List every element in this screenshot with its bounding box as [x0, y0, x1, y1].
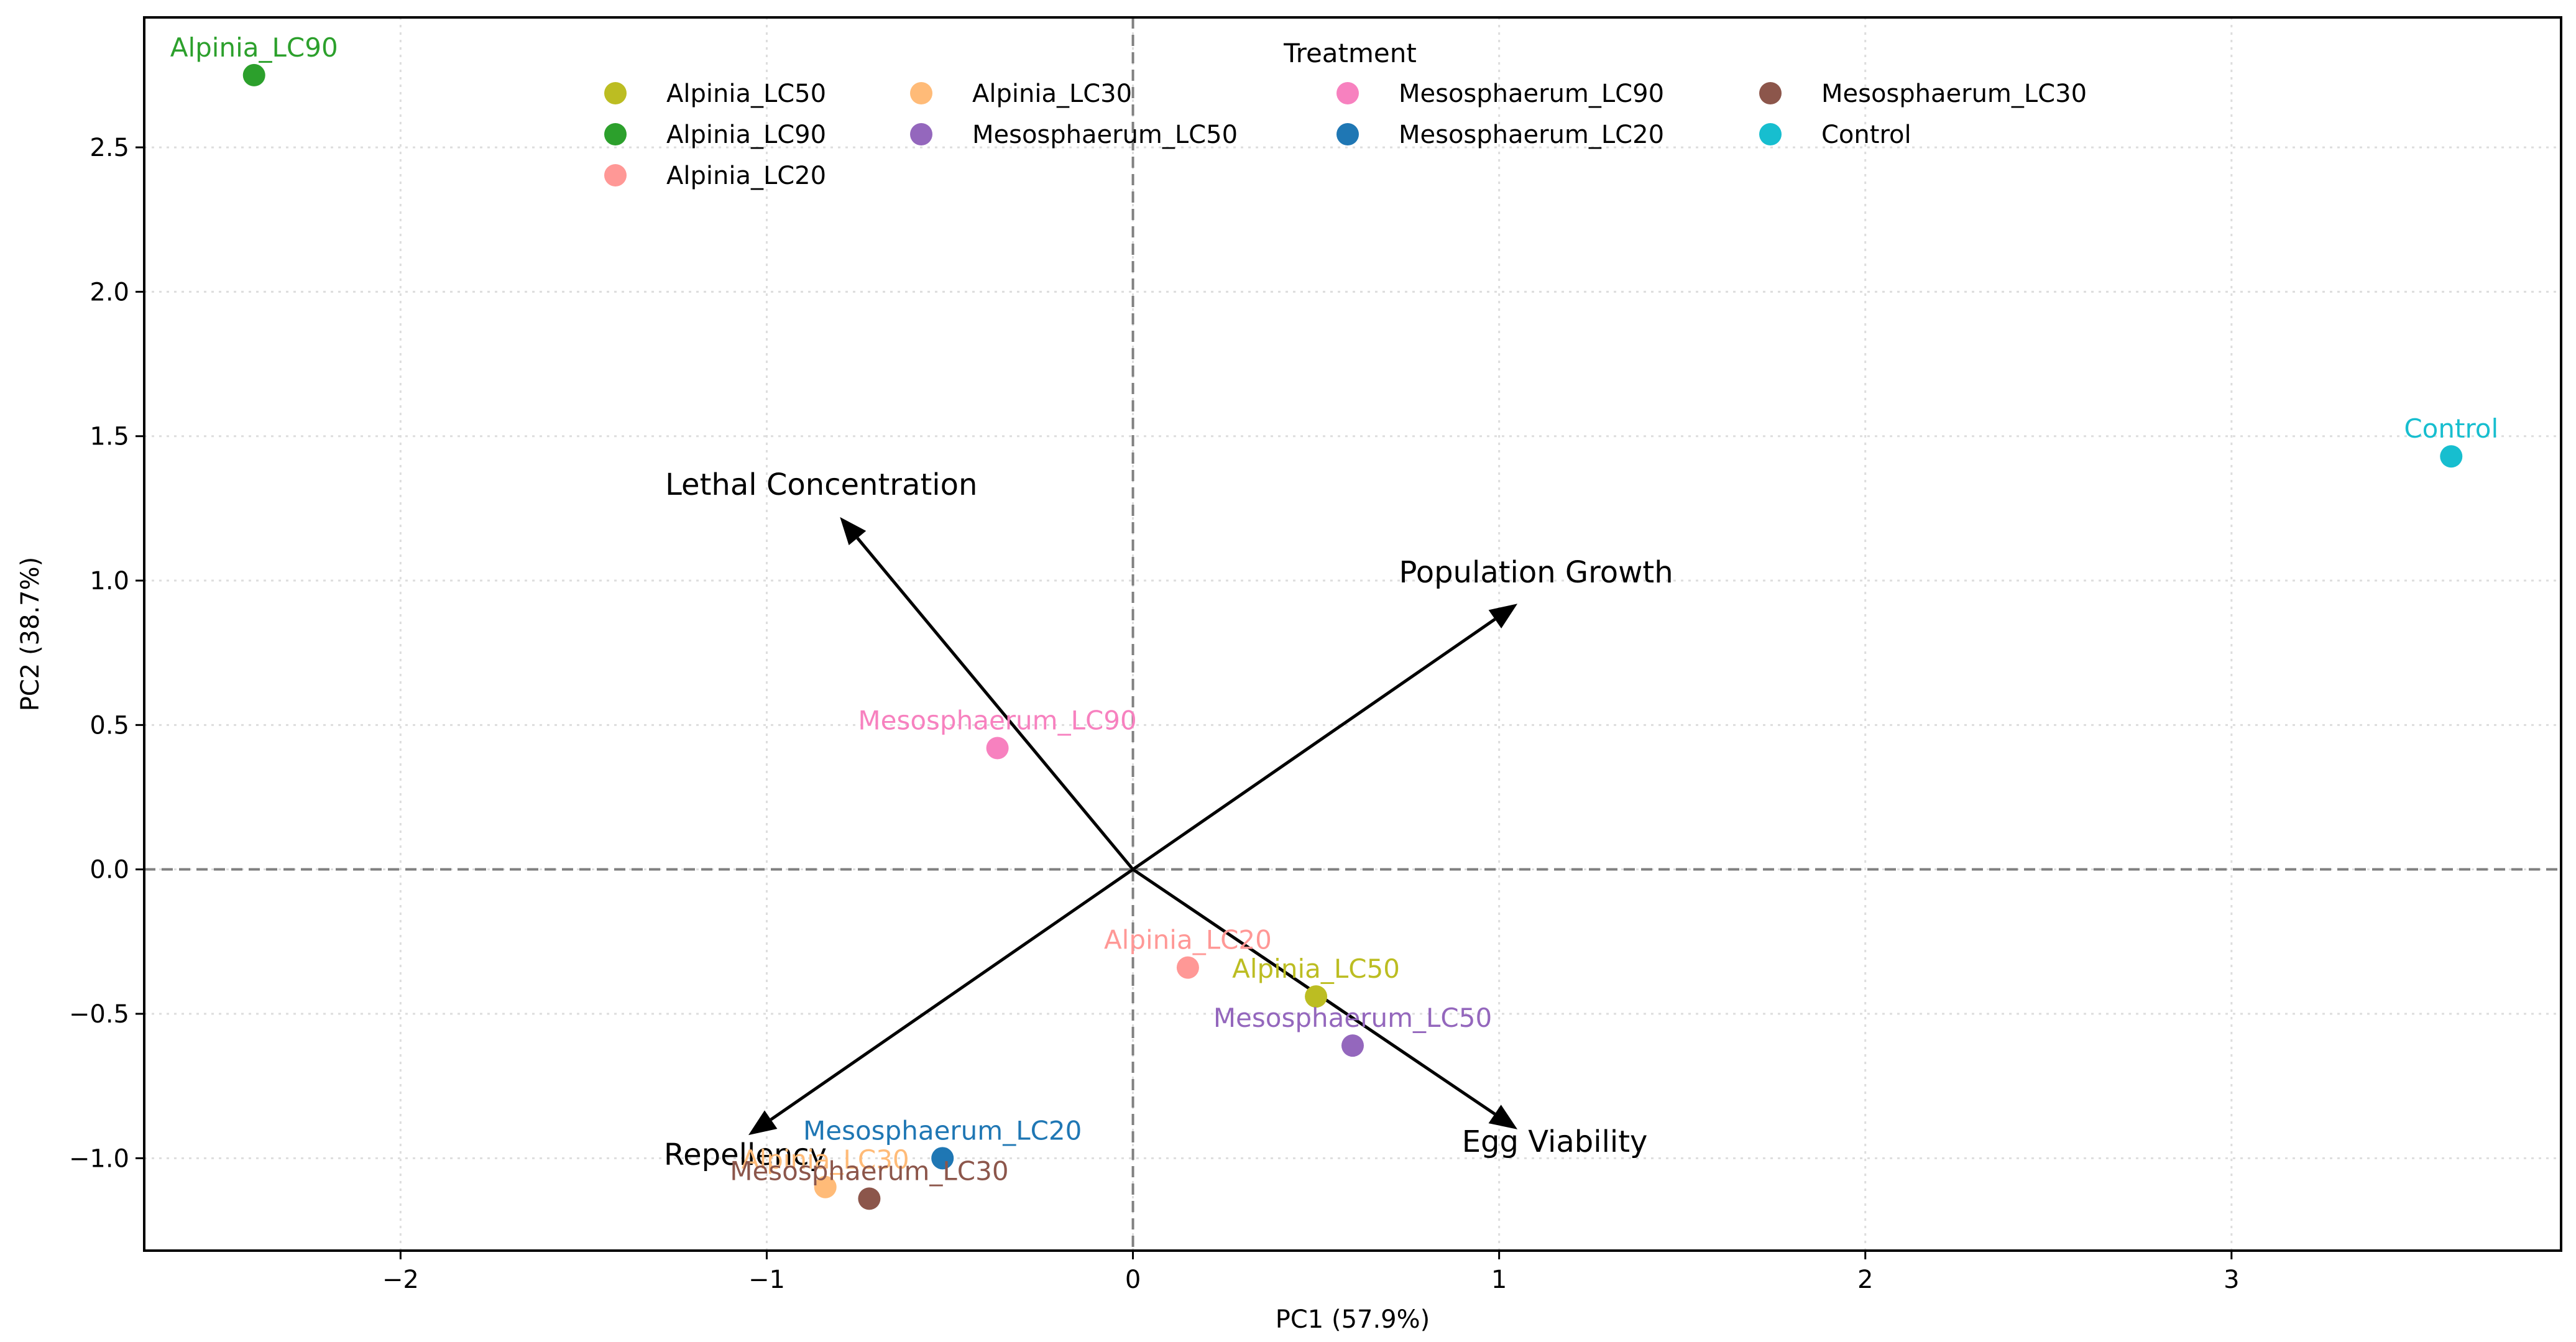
data-point [1176, 956, 1199, 979]
y-tick-label: 2.5 [90, 134, 129, 162]
loading-arrowhead [748, 1110, 778, 1136]
loading-label: Repellency [664, 1137, 827, 1172]
loading-label: Population Growth [1399, 555, 1673, 590]
loading-arrowhead [1488, 604, 1518, 629]
y-tick-label: −0.5 [69, 1000, 129, 1029]
legend-marker [604, 82, 627, 104]
data-point [931, 1147, 954, 1170]
loading-arrowhead [840, 517, 867, 546]
y-tick-label: 0.5 [90, 711, 129, 740]
legend-entry: Mesosphaerum_LC50 [972, 121, 1238, 149]
data-point [814, 1175, 837, 1198]
legend-entry: Alpinia_LC20 [666, 162, 826, 190]
legend-marker [604, 164, 627, 186]
loading-label: Egg Viability [1462, 1124, 1648, 1159]
legend-entry: Mesosphaerum_LC90 [1399, 80, 1664, 108]
y-axis-label: PC2 (38.7%) [16, 557, 45, 712]
data-point [2440, 445, 2463, 468]
data-point [1341, 1034, 1364, 1057]
y-tick-label: −1.0 [69, 1144, 129, 1173]
point-label: Alpinia_LC50 [1232, 954, 1400, 984]
legend-entry: Alpinia_LC90 [666, 121, 826, 149]
x-tick-label: 1 [1491, 1266, 1507, 1294]
x-tick-label: −2 [382, 1266, 419, 1294]
y-tick-label: 1.5 [90, 423, 129, 451]
legend-entry: Alpinia_LC50 [666, 80, 826, 108]
legend-entry: Mesosphaerum_LC30 [1821, 80, 2087, 108]
point-label: Control [2404, 413, 2498, 444]
loading-arrow [770, 868, 1134, 1121]
point-label: Alpinia_LC90 [170, 32, 338, 63]
y-tick-label: 0.0 [90, 856, 129, 885]
point-label: Alpinia_LC20 [1104, 925, 1272, 955]
loading-arrow [856, 537, 1134, 871]
data-point [242, 63, 265, 86]
y-tick-label: 2.0 [90, 278, 129, 306]
point-label: Mesosphaerum_LC50 [1213, 1003, 1492, 1033]
loading-arrow [1132, 618, 1496, 871]
point-label: Alpinia_LC30 [742, 1144, 909, 1175]
data-point [1305, 985, 1328, 1008]
legend-title: Treatment [1283, 38, 1417, 68]
loading-label: Lethal Concentration [665, 467, 977, 502]
loading-arrowhead [1488, 1105, 1518, 1129]
point-label: Mesosphaerum_LC30 [730, 1156, 1008, 1186]
legend-entry: Alpinia_LC30 [972, 80, 1132, 108]
y-tick-label: 1.0 [90, 567, 129, 595]
legend-marker [910, 123, 932, 145]
legend-entry: Control [1821, 121, 1911, 149]
x-tick-label: −1 [748, 1266, 785, 1294]
legend-marker [1759, 123, 1782, 145]
legend-marker [1336, 82, 1359, 104]
x-axis-label: PC1 (57.9%) [1276, 1305, 1430, 1334]
data-point [858, 1187, 881, 1210]
legend-marker [1759, 82, 1782, 104]
x-tick-label: 3 [2224, 1266, 2239, 1294]
x-tick-label: 2 [1857, 1266, 1873, 1294]
data-point [986, 737, 1009, 760]
point-label: Mesosphaerum_LC20 [803, 1115, 1082, 1146]
plot-frame [143, 16, 2562, 1252]
legend-entry: Mesosphaerum_LC20 [1399, 121, 1664, 149]
legend-marker [910, 82, 932, 104]
legend-marker [1336, 123, 1359, 145]
x-tick-label: 0 [1125, 1266, 1141, 1294]
legend-marker [604, 123, 627, 145]
point-label: Mesosphaerum_LC90 [858, 705, 1136, 736]
